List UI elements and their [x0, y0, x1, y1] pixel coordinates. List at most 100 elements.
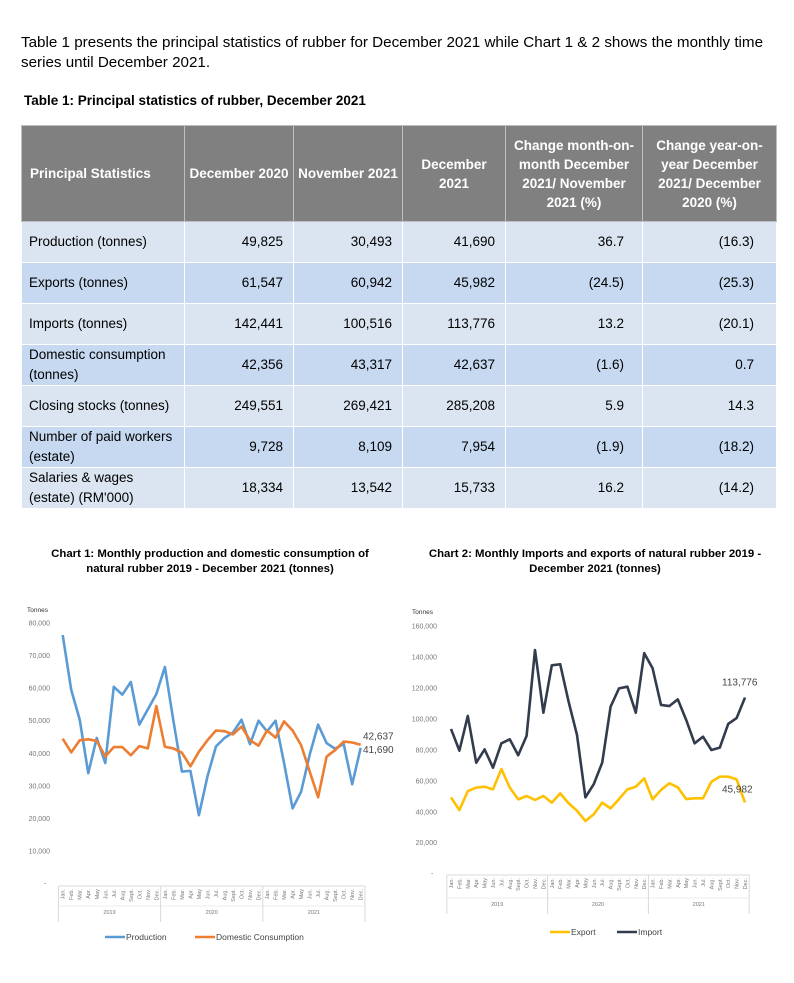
x-tick-label: Feb. [171, 889, 177, 900]
legend-label: Export [571, 927, 596, 937]
x-tick-label: Sept. [718, 878, 724, 891]
y-tick-label: 40,000 [416, 809, 438, 816]
y-tick-label: 50,000 [29, 718, 51, 725]
chart1-y-unit: Tonnes [27, 607, 49, 614]
x-tick-label: Mar. [567, 878, 573, 889]
table-row: Imports (tonnes) 142,441 100,516 113,776 13.… [21, 303, 777, 345]
y-tick-label: 40,000 [29, 751, 51, 758]
cell-dec-2021: 15,733 [402, 467, 506, 509]
x-tick-label: Apr. [291, 889, 297, 899]
x-tick-label: Nov. [350, 889, 356, 900]
y-tick-label: 60,000 [416, 778, 438, 785]
x-tick-label: Dec. [541, 878, 547, 890]
x-tick-label: Feb. [659, 878, 665, 889]
table-row: Number of paid workers (estate) 9,728 8,10… [21, 426, 777, 468]
x-tick-label: Jan. [449, 878, 455, 889]
principal-statistics-table: Principal Statistics December 2020 Novem… [21, 125, 777, 509]
y-tick-label: 80,000 [416, 747, 438, 754]
cell-dec-2021: 42,637 [402, 344, 506, 386]
x-tick-label: Apr. [188, 889, 194, 899]
cell-change-yoy: (20.1) [642, 303, 777, 345]
x-year-label: 2020 [592, 902, 604, 908]
y-tick-label: 100,000 [412, 716, 437, 723]
table-header-row: Principal Statistics December 2020 Novem… [21, 125, 777, 222]
cell-dec-2020: 142,441 [184, 303, 294, 345]
cell-nov-2021: 13,542 [293, 467, 403, 509]
y-tick-label: 60,000 [29, 686, 51, 693]
x-tick-label: Nov. [146, 889, 152, 900]
x-tick-label: Mar. [180, 889, 186, 900]
cell-nov-2021: 100,516 [293, 303, 403, 345]
x-tick-label: Jan. [61, 889, 67, 900]
row-label: Imports (tonnes) [21, 303, 185, 345]
x-tick-label: Nov. [248, 889, 254, 900]
x-tick-label: Oct. [625, 878, 631, 889]
x-tick-label: May [197, 889, 203, 900]
x-tick-label: Jun. [205, 889, 211, 900]
x-tick-label: May [684, 878, 690, 889]
chart1-title: Chart 1: Monthly production and domestic… [51, 548, 369, 575]
y-tick-zero: - [44, 881, 47, 888]
header-principal-statistics: Principal Statistics [21, 125, 185, 222]
x-tick-label: Sept. [516, 878, 522, 891]
cell-dec-2021: 7,954 [402, 426, 506, 468]
cell-nov-2021: 269,421 [293, 385, 403, 427]
x-tick-label: Mar. [78, 889, 84, 900]
chart2-title: Chart 2: Monthly Imports and exports of … [428, 548, 762, 575]
x-tick-label: Jul. [499, 878, 505, 887]
cell-dec-2021: 113,776 [402, 303, 506, 345]
cell-dec-2020: 61,547 [184, 262, 294, 304]
x-tick-label: Oct. [525, 878, 531, 889]
y-tick-label: 70,000 [29, 653, 51, 660]
series-line-domestic-consumption [61, 704, 362, 799]
x-tick-label: Jun. [592, 878, 598, 889]
x-tick-label: Jan. [651, 878, 657, 889]
cell-nov-2021: 60,942 [293, 262, 403, 304]
x-tick-label: Dec. [743, 878, 749, 890]
x-tick-label: Nov. [533, 878, 539, 889]
cell-dec-2020: 249,551 [184, 385, 294, 427]
x-tick-label: Feb. [558, 878, 564, 889]
x-tick-label: Apr. [676, 878, 682, 888]
x-tick-label: Apr. [575, 878, 581, 888]
x-tick-label: Jul. [316, 889, 322, 898]
intro-paragraph: Table 1 presents the principal statistic… [21, 34, 764, 71]
cell-change-yoy: (18.2) [642, 426, 777, 468]
cell-change-yoy: 14.3 [642, 385, 777, 427]
x-tick-label: Jul. [112, 889, 118, 898]
cell-dec-2021: 41,690 [402, 221, 506, 263]
header-change-mom: Change month-on-month December 2021/ Nov… [505, 125, 643, 222]
cell-dec-2021: 285,208 [402, 385, 506, 427]
cell-change-yoy: (14.2) [642, 467, 777, 509]
x-tick-label: May [299, 889, 305, 900]
table-row: Closing stocks (tonnes) 249,551 269,421 285… [21, 385, 777, 427]
x-tick-label: Aug. [325, 889, 331, 901]
header-change-yoy: Change year-on-year December 2021/ Decem… [642, 125, 777, 222]
series-line-import [449, 648, 747, 799]
x-tick-label: Jul. [600, 878, 606, 887]
cell-dec-2021: 45,982 [402, 262, 506, 304]
x-tick-label: Jan. [550, 878, 556, 889]
y-tick-label: 10,000 [29, 849, 51, 856]
y-tick-label: 140,000 [412, 654, 437, 661]
x-tick-label: May [95, 889, 101, 900]
end-data-label: 42,637 [363, 732, 394, 743]
cell-dec-2020: 42,356 [184, 344, 294, 386]
end-data-label: 113,776 [722, 678, 758, 689]
x-tick-label: Dec. [257, 889, 263, 901]
cell-change-mom: (1.6) [505, 344, 643, 386]
x-tick-label: Aug. [120, 889, 126, 901]
x-tick-label: Nov. [735, 878, 741, 889]
x-tick-label: Aug. [222, 889, 228, 901]
x-tick-label: Aug. [609, 878, 615, 890]
x-tick-label: Feb. [457, 878, 463, 889]
x-tick-label: Aug. [709, 878, 715, 890]
header-dec-2021: December 2021 [402, 125, 506, 222]
header-nov-2021: November 2021 [293, 125, 403, 222]
x-tick-label: Mar. [282, 889, 288, 900]
x-tick-label: Oct. [137, 889, 143, 900]
x-tick-label: Jun. [491, 878, 497, 889]
table-title: Table 1: Principal statistics of rubber,… [24, 93, 366, 108]
x-tick-label: Sept. [333, 889, 339, 902]
